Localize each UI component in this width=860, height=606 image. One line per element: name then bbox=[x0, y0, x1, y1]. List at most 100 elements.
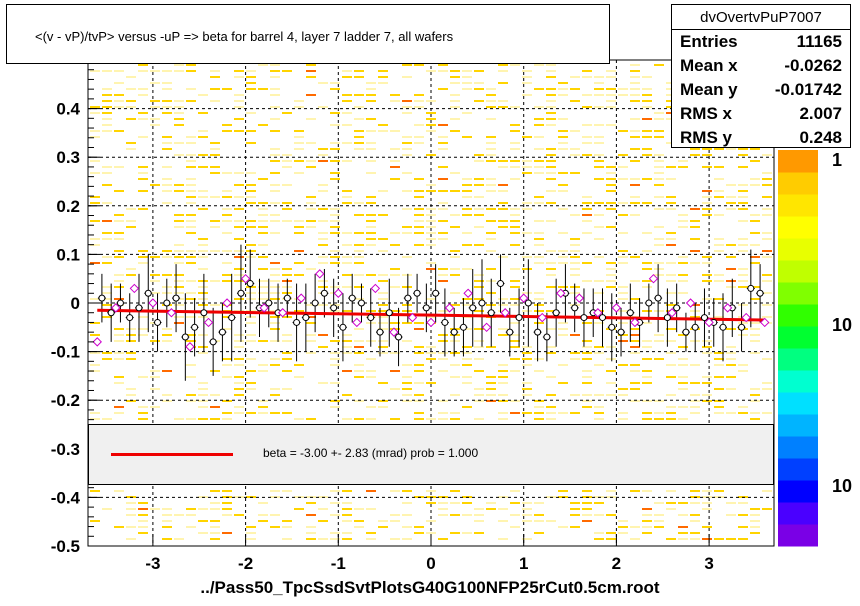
heatmap-cell bbox=[498, 508, 508, 510]
heatmap-cell bbox=[534, 418, 544, 420]
heatmap-cell bbox=[546, 346, 556, 348]
heatmap-cell bbox=[414, 196, 424, 198]
heatmap-cell bbox=[738, 514, 748, 516]
heatmap-cell bbox=[246, 70, 256, 72]
heatmap-cell bbox=[438, 202, 448, 204]
heatmap-cell bbox=[546, 376, 556, 378]
heatmap-cell bbox=[594, 226, 604, 228]
heatmap-cell bbox=[330, 340, 340, 342]
heatmap-cell bbox=[90, 298, 100, 300]
heatmap-cell bbox=[270, 88, 280, 90]
heatmap-cell bbox=[222, 250, 232, 252]
heatmap-cell bbox=[654, 184, 664, 186]
heatmap-cell bbox=[354, 298, 364, 300]
heatmap-cell bbox=[582, 232, 592, 234]
heatmap-cell bbox=[582, 76, 592, 78]
data-point-black bbox=[571, 304, 579, 312]
heatmap-cell bbox=[438, 352, 448, 354]
heatmap-cell bbox=[426, 532, 436, 534]
heatmap-cell bbox=[174, 292, 184, 294]
heatmap-cell bbox=[222, 262, 232, 264]
heatmap-cell bbox=[162, 250, 172, 252]
heatmap-cell bbox=[138, 514, 148, 516]
data-point-black bbox=[385, 309, 393, 317]
data-point-black bbox=[107, 309, 115, 317]
heatmap-cell bbox=[702, 208, 712, 210]
heatmap-cell bbox=[762, 256, 772, 258]
heatmap-cell bbox=[342, 370, 352, 372]
heatmap-cell bbox=[186, 220, 196, 222]
heatmap-cell bbox=[162, 106, 172, 108]
heatmap-cell bbox=[462, 190, 472, 192]
heatmap-cell bbox=[426, 112, 436, 114]
heatmap-cell bbox=[402, 172, 412, 174]
heatmap-cell bbox=[246, 526, 256, 528]
heatmap-cell bbox=[330, 490, 340, 492]
heatmap-cell bbox=[318, 346, 328, 348]
heatmap-cell bbox=[642, 100, 652, 102]
heatmap-cell bbox=[666, 274, 676, 276]
heatmap-cell bbox=[414, 142, 424, 144]
heatmap-cell bbox=[402, 226, 412, 228]
heatmap-cell bbox=[630, 118, 640, 120]
heatmap-cell bbox=[702, 502, 712, 504]
heatmap-cell bbox=[534, 202, 544, 204]
heatmap-cell bbox=[474, 280, 484, 282]
heatmap-cell bbox=[606, 280, 616, 282]
heatmap-cell bbox=[738, 244, 748, 246]
heatmap-cell bbox=[174, 538, 184, 540]
heatmap-cell bbox=[450, 76, 460, 78]
heatmap-cell bbox=[762, 274, 772, 276]
heatmap-cell bbox=[126, 268, 136, 270]
heatmap-cell bbox=[198, 238, 208, 240]
heatmap-cell bbox=[750, 334, 760, 336]
heatmap-cell bbox=[402, 490, 412, 492]
data-point-black bbox=[246, 280, 254, 288]
heatmap-cell bbox=[450, 352, 460, 354]
heatmap-cell bbox=[102, 508, 112, 510]
heatmap-cell bbox=[522, 388, 532, 390]
heatmap-cell bbox=[522, 292, 532, 294]
heatmap-cell bbox=[690, 538, 700, 540]
heatmap-cell bbox=[474, 178, 484, 180]
data-point-magenta bbox=[630, 317, 640, 328]
heatmap-cell bbox=[510, 514, 520, 516]
heatmap-cell bbox=[222, 418, 232, 420]
heatmap-cell bbox=[630, 346, 640, 348]
heatmap-cell bbox=[138, 412, 148, 414]
heatmap-cell bbox=[486, 208, 496, 210]
heatmap-cell bbox=[270, 94, 280, 96]
heatmap-cell bbox=[666, 232, 676, 234]
heatmap-cell bbox=[462, 232, 472, 234]
heatmap-cell bbox=[510, 280, 520, 282]
heatmap-cell bbox=[198, 196, 208, 198]
heatmap-cell bbox=[318, 208, 328, 210]
stats-row-mean-x: Mean x -0.0262 bbox=[680, 56, 842, 80]
heatmap-cell bbox=[174, 322, 184, 324]
heatmap-cell bbox=[618, 364, 628, 366]
heatmap-cell bbox=[222, 130, 232, 132]
heatmap-cell bbox=[498, 304, 508, 306]
heatmap-cell bbox=[534, 244, 544, 246]
heatmap-cell bbox=[642, 88, 652, 90]
heatmap-cell bbox=[222, 124, 232, 126]
heatmap-cell bbox=[654, 136, 664, 138]
heatmap-cell bbox=[114, 358, 124, 360]
heatmap-cell bbox=[606, 262, 616, 264]
fit-line-segment bbox=[97, 308, 765, 322]
heatmap-cell bbox=[678, 532, 688, 534]
heatmap-cell bbox=[522, 160, 532, 162]
heatmap-cell bbox=[330, 112, 340, 114]
heatmap-cell bbox=[438, 268, 448, 270]
heatmap-cell bbox=[450, 226, 460, 228]
heatmap-cell bbox=[246, 220, 256, 222]
heatmap-cell bbox=[450, 250, 460, 252]
heatmap-cell bbox=[198, 154, 208, 156]
heatmap-cell bbox=[738, 364, 748, 366]
heatmap-cell bbox=[270, 286, 280, 288]
heatmap-cell bbox=[534, 220, 544, 222]
heatmap-cell bbox=[342, 286, 352, 288]
x-tick-label: -3 bbox=[145, 554, 160, 573]
heatmap-cell bbox=[342, 94, 352, 96]
color-scale-band bbox=[778, 238, 818, 261]
